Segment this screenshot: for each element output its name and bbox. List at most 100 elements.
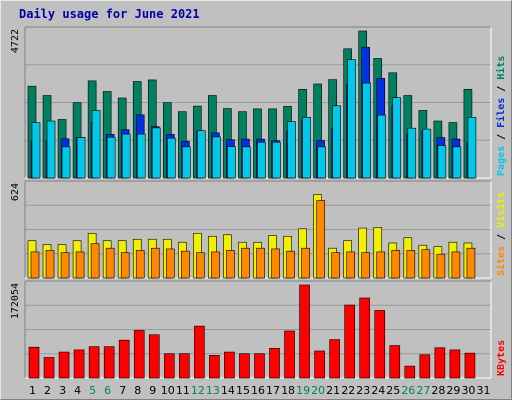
bar-sites-day-18	[286, 250, 295, 279]
bar-kbytes-day-21	[329, 339, 340, 379]
bar-kbytes-day-16	[254, 353, 265, 379]
bar-sites-day-1	[30, 251, 40, 279]
x-tick-day-29: 29	[446, 384, 460, 397]
x-tick-day-20: 20	[311, 384, 325, 397]
x-tick-day-9: 9	[149, 384, 156, 397]
bar-pages-day-12	[197, 130, 206, 179]
bar-pages-day-10	[166, 137, 176, 179]
bar-kbytes-day-12	[194, 325, 205, 379]
bar-kbytes-day-8	[133, 330, 145, 379]
x-tick-day-25: 25	[386, 384, 400, 397]
bar-pages-day-3	[61, 146, 71, 179]
bar-sites-day-30	[466, 247, 476, 279]
bar-pages-day-13	[212, 136, 221, 179]
bar-pages-day-18	[287, 121, 296, 179]
bar-kbytes-day-25	[389, 345, 401, 379]
bar-pages-day-4	[76, 137, 86, 179]
bar-sites-day-7	[120, 252, 130, 279]
x-tick-day-22: 22	[341, 384, 355, 397]
bar-sites-day-6	[105, 247, 115, 279]
x-tick-day-2: 2	[44, 384, 51, 397]
bar-pages-day-11	[182, 146, 191, 179]
y-max-label-hits-files-pages: 4722	[10, 29, 21, 53]
x-tick-day-27: 27	[416, 384, 430, 397]
x-tick-day-24: 24	[371, 384, 385, 397]
y-max-label-visits-sites: 624	[10, 183, 21, 201]
bar-kbytes-day-3	[58, 351, 70, 379]
bar-pages-day-19	[302, 116, 311, 179]
x-tick-day-3: 3	[59, 384, 66, 397]
x-tick-day-28: 28	[431, 384, 445, 397]
bar-sites-day-27	[421, 249, 431, 279]
bar-sites-day-8	[135, 250, 145, 279]
x-tick-day-4: 4	[74, 384, 81, 397]
bar-pages-day-8	[136, 133, 146, 179]
x-tick-day-18: 18	[281, 384, 295, 397]
bar-kbytes-day-4	[73, 349, 85, 379]
bar-sites-day-20	[316, 200, 325, 279]
bar-pages-day-7	[121, 133, 131, 179]
bar-pages-day-21	[332, 105, 341, 179]
bar-sites-day-26	[406, 250, 416, 279]
x-tick-day-13: 13	[206, 384, 220, 397]
bar-sites-day-21	[331, 252, 340, 279]
bar-kbytes-day-1	[28, 346, 40, 379]
bar-kbytes-day-11	[179, 353, 190, 379]
legend-separator: /	[496, 228, 507, 246]
x-tick-day-6: 6	[104, 384, 111, 397]
bar-pages-day-22	[347, 59, 356, 179]
bar-kbytes-day-6	[103, 346, 115, 379]
bar-sites-day-29	[451, 251, 461, 279]
x-tick-day-5: 5	[89, 384, 96, 397]
x-tick-day-19: 19	[296, 384, 310, 397]
bar-kbytes-day-18	[284, 330, 295, 379]
legend-entry-files: Files	[495, 98, 507, 128]
bar-kbytes-day-29	[449, 349, 461, 379]
x-tick-day-14: 14	[221, 384, 235, 397]
bar-pages-day-6	[106, 136, 116, 179]
x-tick-day-11: 11	[176, 384, 190, 397]
bar-pages-day-5	[91, 110, 101, 179]
bar-pages-day-23	[362, 82, 372, 179]
bar-kbytes-day-22	[344, 304, 355, 379]
bar-pages-day-29	[452, 146, 462, 179]
bar-pages-day-2	[46, 120, 56, 179]
x-tick-day-8: 8	[134, 384, 141, 397]
bar-kbytes-day-2	[43, 357, 55, 379]
bar-pages-day-15	[242, 146, 251, 179]
bar-pages-day-1	[31, 122, 41, 179]
bar-sites-day-4	[75, 251, 85, 279]
bar-sites-day-16	[256, 247, 265, 279]
bar-sites-day-28	[436, 253, 446, 279]
bar-pages-day-16	[257, 141, 266, 179]
bar-kbytes-day-5	[88, 346, 100, 379]
bar-kbytes-day-20	[314, 350, 325, 379]
bar-sites-day-25	[391, 250, 401, 279]
bar-kbytes-day-30	[464, 352, 476, 379]
bar-sites-day-5	[90, 243, 100, 279]
bar-pages-day-24	[377, 114, 387, 179]
bar-kbytes-day-10	[163, 353, 175, 379]
legend-visits-sites: Sites / Visits	[495, 192, 507, 276]
bar-sites-day-3	[60, 252, 70, 279]
x-tick-day-10: 10	[161, 384, 175, 397]
legend-entry-kbytes: KBytes	[496, 340, 507, 376]
bar-sites-day-10	[165, 248, 175, 279]
legend-entry-pages: Pages	[496, 146, 507, 176]
bar-pages-day-20	[317, 146, 326, 179]
bar-pages-day-28	[437, 145, 447, 179]
x-tick-day-30: 30	[461, 384, 475, 397]
chart-title: Daily usage for June 2021	[19, 7, 200, 21]
bar-kbytes-day-7	[118, 339, 130, 379]
bar-kbytes-day-17	[269, 347, 280, 379]
bar-sites-day-9	[150, 247, 160, 279]
bar-sites-day-12	[196, 252, 205, 279]
bar-sites-day-14	[226, 250, 235, 279]
bar-sites-day-19	[301, 247, 310, 279]
x-tick-day-17: 17	[266, 384, 280, 397]
bar-pages-day-9	[151, 127, 161, 179]
bar-sites-day-22	[346, 251, 355, 279]
x-tick-day-21: 21	[326, 384, 340, 397]
